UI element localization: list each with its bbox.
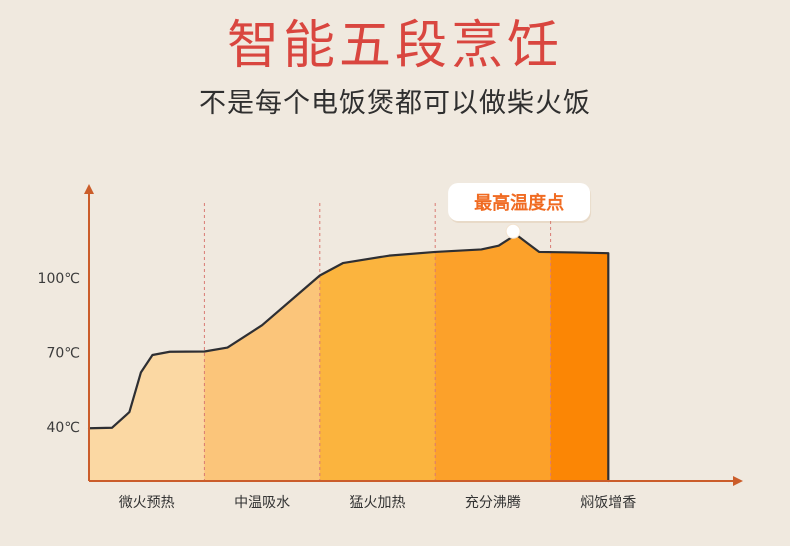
stage-labels: 微火预热 中温吸水 猛火加热 充分沸腾 焖饭增香 [119, 494, 637, 511]
x-axis-arrow [733, 476, 743, 486]
y-tick-labels: 40℃ 70℃ 100℃ [38, 271, 80, 436]
stage-label-2: 中温吸水 [234, 495, 290, 511]
stage-segment-5 [550, 234, 609, 481]
stage-segment-3 [319, 234, 436, 481]
chart-axes [84, 184, 743, 486]
y-tick-label: 100℃ [38, 271, 80, 287]
stage-segment-4 [435, 234, 552, 481]
temperature-curve [87, 233, 610, 483]
stage-label-3: 猛火加热 [350, 495, 406, 511]
stage-segment-1 [89, 234, 205, 481]
peak-callout: 最高温度点 [448, 183, 592, 239]
page-subtitle: 不是每个电饭煲都可以做柴火饭 [199, 88, 591, 119]
callout-box [448, 183, 591, 221]
peak-marker [505, 223, 521, 239]
callout-text: 最高温度点 [474, 192, 564, 214]
stage-segments [89, 234, 609, 481]
y-axis-arrow [84, 184, 94, 194]
stage-dividers [203, 203, 552, 481]
y-tick-label: 70℃ [46, 346, 80, 362]
stage-label-4: 充分沸腾 [465, 494, 521, 511]
y-tick-label: 40℃ [46, 420, 80, 436]
stage-segment-2 [204, 234, 321, 481]
stage-label-5: 焖饭增香 [580, 495, 636, 511]
page-title: 智能五段烹饪 [226, 16, 563, 76]
stage-label-1: 微火预热 [119, 495, 175, 511]
